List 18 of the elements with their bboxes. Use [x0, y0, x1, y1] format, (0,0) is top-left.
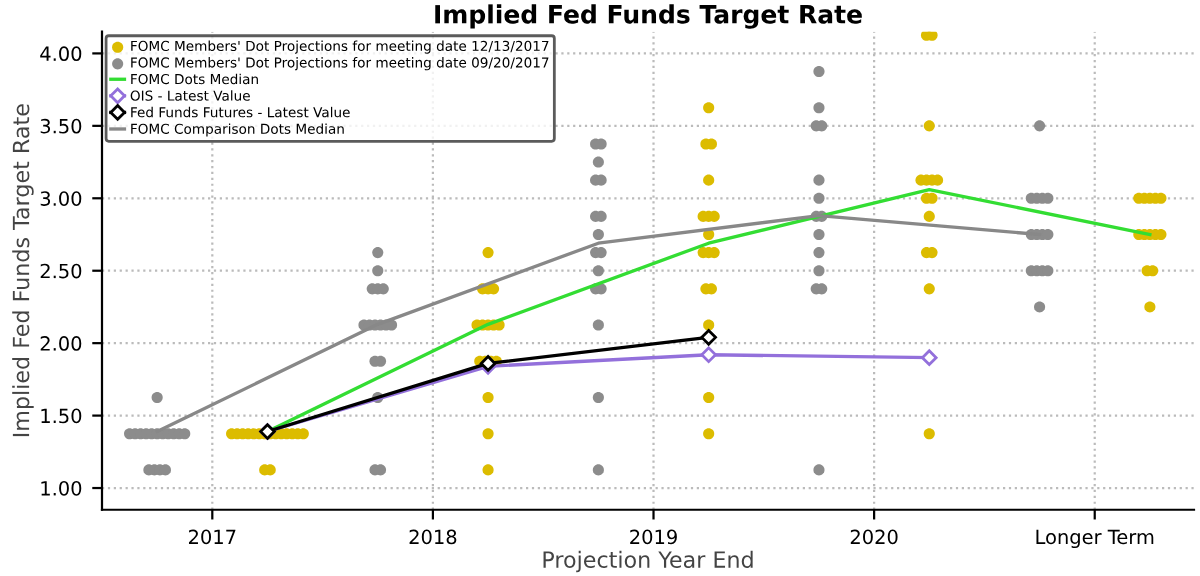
y-tick-label: 2.00 — [40, 336, 82, 351]
y-tick-label: 3.50 — [40, 118, 82, 134]
point — [921, 349, 938, 366]
x-tick-label: Longer Term — [1036, 529, 1154, 549]
x-axis-title: Projection Year End — [543, 550, 753, 573]
x-tick-label: 2018 — [409, 529, 457, 545]
y-tick-label: 1.50 — [41, 408, 82, 424]
x-tick-label: 2019 — [630, 529, 677, 545]
point — [700, 346, 717, 364]
y-tick-label: 1.00 — [41, 480, 82, 496]
y-tick-label: 3.00 — [40, 191, 82, 206]
point — [700, 329, 717, 346]
y-tick-label: 2.50 — [40, 263, 82, 279]
x-tick-label: 2020 — [850, 529, 898, 545]
y-axis-title: Implied Fed Funds Target Rate — [12, 104, 34, 437]
x-tick-label: 2017 — [188, 529, 236, 545]
chart-title: Implied Fed Funds Target Rate — [435, 4, 862, 29]
y-tick-label: 4.00 — [40, 46, 82, 62]
